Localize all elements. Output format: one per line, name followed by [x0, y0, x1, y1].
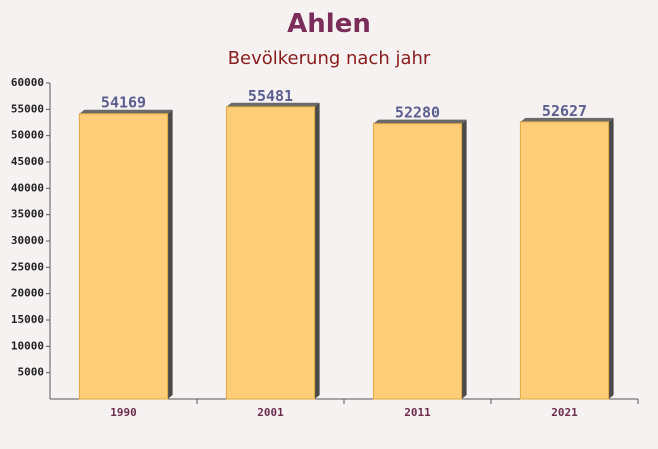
bar	[519, 121, 610, 400]
x-tick-label: 2011	[404, 406, 431, 419]
chart-title: Ahlen	[287, 9, 371, 39]
y-tick-label: 35000	[11, 208, 44, 221]
y-tick-label: 15000	[11, 313, 44, 326]
y-tick-label: 5000	[18, 366, 45, 379]
x-tick-label: 2001	[257, 406, 284, 419]
x-tick-label: 1990	[110, 406, 137, 419]
bar-shadow	[608, 117, 614, 400]
bar-top	[226, 102, 320, 107]
bar-top	[520, 117, 614, 122]
y-tick-label: 30000	[11, 234, 44, 247]
chart-subtitle: Bevölkerung nach jahr	[228, 48, 431, 69]
value-label: 54169	[101, 94, 146, 112]
y-tick-label: 50000	[11, 129, 44, 142]
y-tick-label: 55000	[11, 102, 44, 115]
y-tick-label: 40000	[11, 181, 44, 194]
y-tick-label: 60000	[11, 76, 44, 89]
bar-shadow	[167, 109, 173, 399]
bar	[372, 123, 463, 400]
y-tick-label: 25000	[11, 260, 44, 273]
bar-shadow	[314, 102, 320, 400]
bar	[78, 113, 169, 400]
value-label: 55481	[248, 87, 293, 105]
bar	[225, 106, 316, 400]
bar-shadow	[461, 119, 467, 400]
value-label: 52280	[395, 104, 440, 122]
y-tick-label: 10000	[11, 339, 44, 352]
x-tick-label: 2021	[551, 406, 578, 419]
y-tick-label: 45000	[11, 155, 44, 168]
bar-top	[79, 109, 173, 114]
value-label: 52627	[542, 102, 587, 120]
y-tick-label: 20000	[11, 287, 44, 300]
bar-top	[373, 119, 467, 124]
